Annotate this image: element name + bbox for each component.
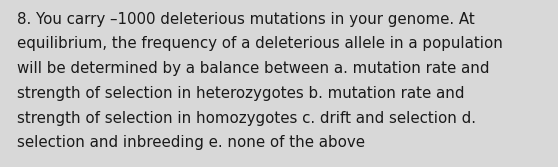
Text: equilibrium, the frequency of a deleterious allele in a population: equilibrium, the frequency of a deleteri… — [17, 36, 503, 51]
Text: 8. You carry –1000 deleterious mutations in your genome. At: 8. You carry –1000 deleterious mutations… — [17, 12, 474, 27]
Text: selection and inbreeding e. none of the above: selection and inbreeding e. none of the … — [17, 135, 365, 150]
Text: strength of selection in heterozygotes b. mutation rate and: strength of selection in heterozygotes b… — [17, 86, 464, 101]
Text: will be determined by a balance between a. mutation rate and: will be determined by a balance between … — [17, 61, 489, 76]
Text: strength of selection in homozygotes c. drift and selection d.: strength of selection in homozygotes c. … — [17, 111, 476, 126]
